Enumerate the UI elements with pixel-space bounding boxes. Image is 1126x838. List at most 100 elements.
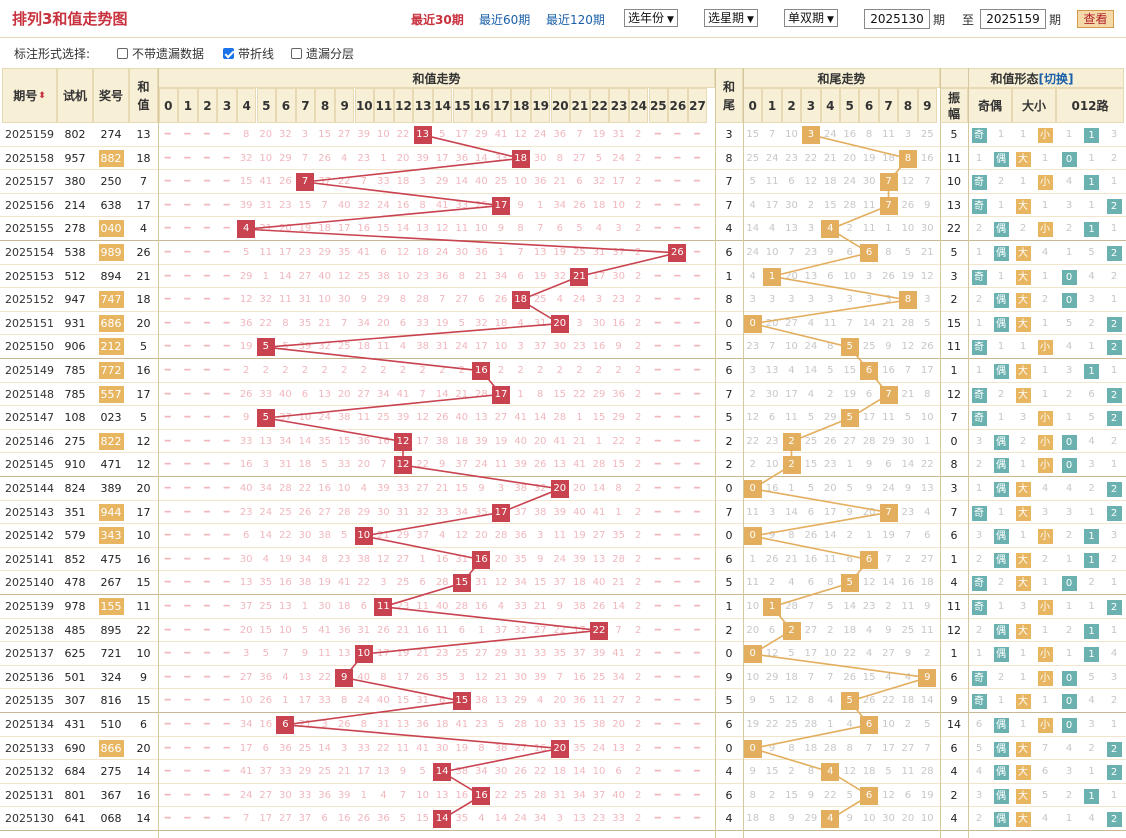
tail-miss-cell: 11 (862, 199, 876, 211)
form-tag: 奇 (971, 694, 987, 710)
route-cell: 2 (1103, 595, 1125, 618)
sum-miss-cell: ━ (184, 199, 191, 211)
polyline-checkbox[interactable]: 带折线 (223, 45, 274, 62)
form-tag: 偶 (993, 482, 1009, 497)
amplitude-cell: 5 (950, 128, 958, 141)
sum-miss-cell: 2 (301, 365, 309, 376)
route-cell: 2 (1103, 241, 1125, 264)
sum-miss-cell: 33 (553, 719, 567, 730)
sum-miss-cell: ━ (164, 129, 171, 140)
draw-cell: 895 (100, 623, 122, 637)
no-miss-checkbox[interactable]: 不带遗漏数据 (117, 45, 204, 62)
tail-miss-cell: 12 (901, 341, 915, 353)
year-select[interactable]: 选年份 ▼ (624, 9, 678, 27)
draw-cell: 343 (93, 524, 129, 547)
tail-miss-cell: 11 (765, 176, 779, 188)
route-cell: 2 (1103, 501, 1125, 524)
sum-miss-cell: 34 (279, 435, 292, 447)
sum-miss-cell: 21 (612, 577, 625, 589)
week-select[interactable]: 选星期 ▼ (704, 9, 758, 27)
sum-miss-cell: 41 (612, 648, 625, 660)
sum-miss-cell: 20 (533, 435, 547, 447)
form-tag: 2 (1106, 387, 1122, 403)
sum-miss-cell: 36 (357, 435, 371, 447)
parity-select[interactable]: 单双期 ▼ (784, 9, 838, 27)
tail-miss-cell: 6 (827, 270, 834, 282)
sum-miss-cell: 31 (279, 459, 292, 471)
from-issue-input[interactable]: 2025130 (864, 9, 930, 29)
tail-miss-cell: 12 (804, 176, 818, 188)
sum-miss-cell: 9 (537, 553, 544, 565)
sum-miss-cell: 38 (455, 766, 469, 778)
sum-miss-cell: 38 (533, 506, 547, 518)
sum-miss-cell: 18 (455, 435, 469, 447)
sum-miss-cell: 31 (553, 789, 567, 801)
sum-miss-cell: 38 (592, 719, 606, 730)
sum-miss-cell: ━ (693, 601, 700, 612)
tail-col-7: 7 (878, 88, 899, 123)
period-30-link[interactable]: 最近30期 (411, 13, 464, 27)
sum-miss-cell: ━ (203, 412, 210, 424)
tail-miss-cell: 24 (823, 129, 837, 140)
odd-cell: 1 (975, 247, 983, 258)
sum-miss-cell: ━ (693, 766, 700, 778)
tail-miss-cell: 5 (904, 247, 912, 258)
tail-miss-cell: 9 (885, 624, 892, 636)
sum-miss-cell: ━ (203, 199, 210, 211)
big-cell: 大 (1012, 194, 1034, 217)
sum-miss-cell: 32 (592, 176, 606, 188)
tail-cell: 6 (725, 552, 733, 566)
sum-miss-cell: ━ (203, 530, 210, 542)
sum-miss-cell: 3 (321, 719, 328, 730)
layer-checkbox[interactable]: 遗漏分层 (291, 45, 354, 62)
sum-miss-cell: 19 (298, 223, 312, 235)
sum-miss-cell: 24 (553, 553, 567, 565)
sum-miss-cell: 2 (439, 365, 446, 376)
tail-miss-cell: 3 (807, 294, 815, 306)
sum-miss-cell: 41 (239, 766, 253, 778)
trial-cell: 431 (64, 718, 86, 731)
sum-miss-cell: ━ (184, 577, 191, 589)
draw-cell: 816 (100, 694, 122, 708)
sum-miss-cell: 23 (612, 294, 625, 306)
big-cell: 大 (1012, 383, 1034, 406)
route-cell: 4 (1088, 270, 1095, 282)
tail-miss-cell: 3 (865, 294, 873, 306)
sum-miss-cell: 6 (615, 766, 622, 778)
trial-cell: 802 (64, 128, 86, 141)
sum-miss-cell: ━ (184, 247, 191, 258)
sum-miss-cell: 31 (298, 294, 312, 306)
tail-miss-cell: 10 (843, 270, 857, 282)
draw-cell: 023 (100, 411, 122, 425)
sum-mark: 10 (354, 527, 373, 546)
sum-miss-cell: 7 (556, 671, 563, 683)
period-120-link[interactable]: 最近120期 (546, 13, 605, 27)
sum-miss-cell: 17 (573, 624, 586, 636)
sum-miss-cell: 39 (553, 506, 567, 518)
query-button[interactable]: 查看 (1077, 10, 1114, 28)
route-cell: 2 (1065, 530, 1073, 542)
trial-cell: 785 (64, 387, 86, 401)
draw-cell: 068 (100, 812, 122, 826)
route-cell: 1 (1081, 123, 1103, 146)
sum-miss-cell: 18 (318, 223, 331, 235)
tail-miss-cell: 4 (788, 577, 795, 589)
form-tag: 小 (1037, 600, 1053, 615)
sum-cell: 21 (136, 269, 151, 283)
form-tag: 偶 (993, 364, 1009, 379)
sum-miss-cell: 22 (416, 459, 429, 471)
to-issue-input[interactable]: 2025159 (980, 9, 1046, 29)
route-cell: 3 (1110, 530, 1118, 542)
switch-link[interactable]: [切换] (1038, 71, 1074, 86)
sum-miss-cell: ━ (674, 270, 681, 282)
sum-cell: 9 (140, 670, 147, 684)
sum-miss-cell: 6 (301, 388, 309, 400)
tail-miss-cell: 28 (901, 317, 915, 329)
tail-miss-cell: 1 (924, 435, 931, 447)
odd-cell: 1 (975, 152, 983, 164)
issue-header[interactable]: 期号 ⬍ (2, 68, 57, 123)
sum-cell: 22 (136, 623, 151, 637)
sum-miss-cell: 8 (478, 742, 485, 754)
period-60-link[interactable]: 最近60期 (479, 13, 531, 27)
tail-miss-cell: 5 (846, 789, 853, 801)
